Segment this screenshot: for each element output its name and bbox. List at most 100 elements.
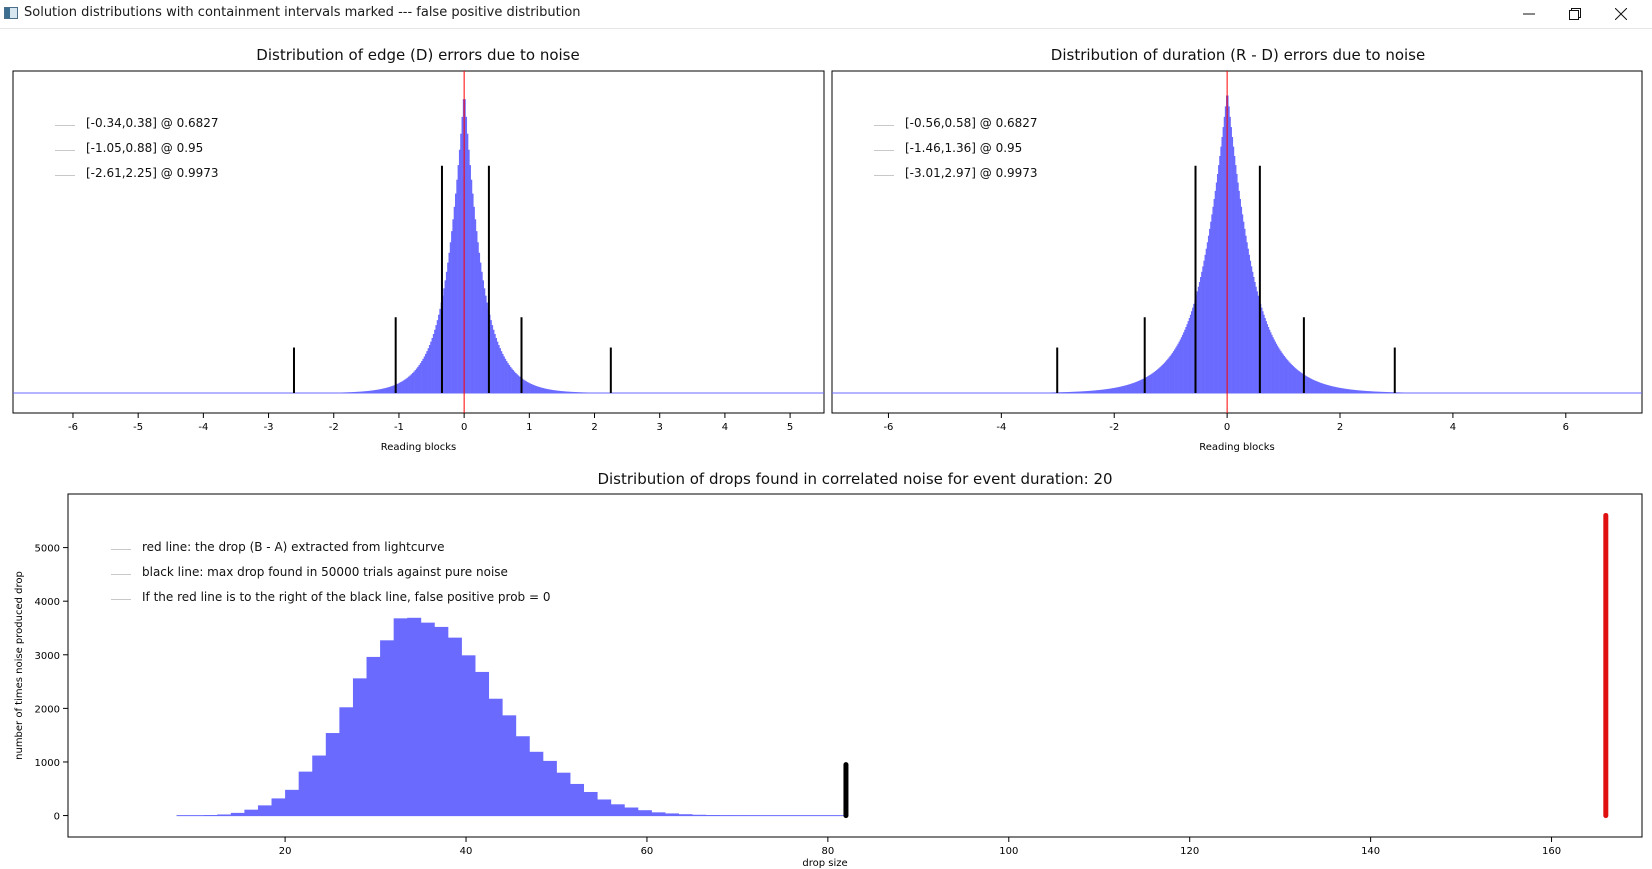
- histogram-bar: [362, 391, 365, 393]
- histogram-bar: [558, 390, 560, 393]
- histogram-bar: [1281, 352, 1283, 393]
- x-tick-label: 20: [279, 846, 292, 857]
- histogram-bar: [396, 384, 398, 393]
- histogram-bar: [563, 391, 565, 393]
- histogram-bar: [485, 295, 487, 393]
- histogram-bar: [1347, 389, 1350, 393]
- histogram-bar: [391, 386, 393, 393]
- histogram-bar: [298, 771, 313, 816]
- histogram-bar: [1228, 106, 1230, 393]
- minimize-button[interactable]: [1506, 0, 1552, 28]
- histogram-bar: [1368, 391, 1370, 393]
- histogram-bar: [346, 392, 349, 393]
- histogram-bar: [425, 353, 427, 393]
- window-title: Solution distributions with containment …: [24, 5, 581, 20]
- histogram-bar: [1095, 390, 1097, 393]
- histogram-bar: [584, 392, 586, 393]
- histogram-bar: [535, 386, 538, 393]
- histogram-bar: [496, 341, 499, 393]
- histogram-bar: [1172, 351, 1175, 393]
- histogram-bar: [460, 133, 462, 393]
- histogram-bar: [1148, 375, 1150, 393]
- histogram-bar: [580, 392, 582, 393]
- histogram-bar: [1102, 389, 1105, 393]
- histogram-bar: [1136, 381, 1139, 393]
- histogram-bar: [1364, 390, 1367, 393]
- histogram-bar: [1250, 266, 1253, 393]
- histogram-bar: [1384, 391, 1386, 393]
- y-axis-label: number of times noise produced drop: [14, 571, 25, 760]
- histogram-bar: [1139, 380, 1141, 393]
- histogram-bar: [449, 242, 452, 393]
- histogram-bar: [1395, 392, 1397, 393]
- histogram-bar: [434, 329, 436, 393]
- histogram-bar: [1365, 391, 1368, 393]
- histogram-bar: [1323, 383, 1325, 393]
- histogram-bar: [581, 392, 584, 393]
- histogram-bar: [1266, 324, 1269, 393]
- histogram-bar: [1058, 392, 1061, 393]
- histogram-bar: [550, 389, 552, 393]
- histogram-bar: [1109, 388, 1112, 393]
- histogram-bar: [404, 379, 406, 393]
- x-tick-label: 4: [1450, 422, 1456, 433]
- histogram-bar: [597, 799, 612, 816]
- histogram-bar: [421, 361, 423, 393]
- histogram-bar: [546, 388, 548, 393]
- histogram-bar: [1201, 271, 1203, 393]
- histogram-bar: [1367, 391, 1369, 393]
- histogram-bar: [1184, 329, 1186, 393]
- histogram-bar: [271, 798, 286, 816]
- histogram-bar: [1153, 371, 1156, 393]
- histogram-bar: [470, 179, 473, 393]
- x-tick-label: 0: [461, 422, 467, 433]
- close-button[interactable]: [1598, 0, 1644, 28]
- histogram-bar: [1178, 341, 1181, 393]
- histogram-bar: [559, 390, 561, 393]
- histogram-bar: [1114, 387, 1116, 393]
- histogram-bar: [1187, 321, 1190, 393]
- histogram-bar: [422, 358, 425, 393]
- histogram-bar: [1248, 254, 1250, 393]
- histogram-bar: [516, 374, 518, 393]
- histogram-bar: [1141, 379, 1143, 393]
- histogram-bar: [705, 815, 720, 816]
- histogram-bar: [398, 382, 401, 393]
- histogram-bar: [1193, 303, 1195, 393]
- x-tick-label: 2: [591, 422, 597, 433]
- histogram-bar: [475, 231, 478, 393]
- plot-frame: [12, 70, 825, 414]
- histogram-bar: [1372, 391, 1375, 393]
- histogram-bar: [1345, 388, 1348, 393]
- histogram-bar: [1151, 373, 1153, 393]
- histogram-bar: [1060, 392, 1062, 393]
- histogram-bar: [552, 390, 555, 393]
- histogram-bar: [1076, 391, 1079, 393]
- histogram-bar: [1207, 235, 1210, 393]
- histogram-bar: [405, 378, 408, 393]
- histogram-bar: [458, 149, 461, 393]
- histogram-bar: [418, 365, 421, 393]
- histogram-bar: [567, 391, 569, 393]
- histogram-bar: [203, 815, 218, 816]
- histogram-bar: [1388, 392, 1390, 393]
- histogram-bar: [1206, 242, 1209, 393]
- histogram-bar: [610, 804, 625, 816]
- histogram-bar: [1157, 369, 1159, 393]
- histogram-bar: [1072, 391, 1074, 393]
- histogram-bar: [1381, 391, 1384, 393]
- restore-button[interactable]: [1552, 0, 1598, 28]
- histogram-bar: [1161, 365, 1164, 393]
- histogram-bar: [1083, 391, 1086, 393]
- histogram-bar: [432, 334, 435, 393]
- window-titlebar: Solution distributions with containment …: [0, 0, 1652, 29]
- x-axis-label: Reading blocks: [1199, 442, 1275, 453]
- y-tick-label: 4000: [35, 597, 60, 608]
- histogram-bar: [498, 345, 500, 393]
- histogram-bar: [537, 386, 539, 393]
- chart-title-edge: Distribution of edge (D) errors due to n…: [256, 46, 580, 64]
- histogram-bar: [1212, 206, 1214, 393]
- histogram-bar: [1402, 392, 1404, 393]
- histogram-bar: [1245, 235, 1247, 393]
- histogram-bar: [1249, 260, 1252, 393]
